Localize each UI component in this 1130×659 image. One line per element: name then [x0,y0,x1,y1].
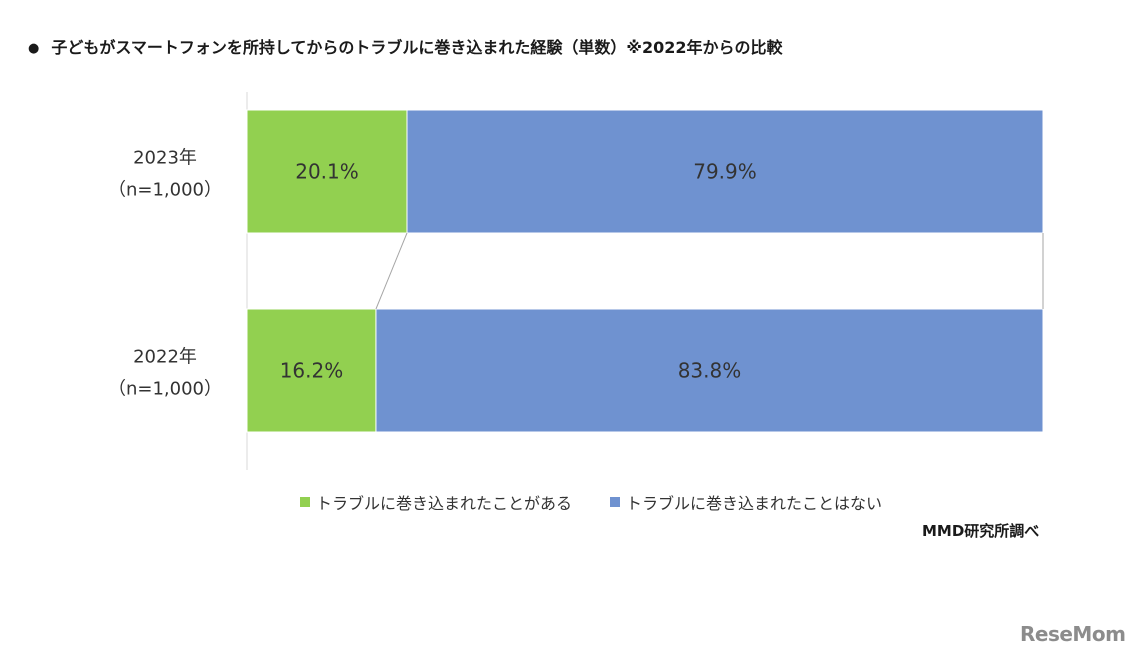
stacked-bar-chart: 20.1% 79.9% 2023年 （n=1,000） 16.2% 83.8% 2022年 （… [108,92,1044,470]
bar-2022-not-experienced [375,308,1044,433]
legend-swatch-experienced [300,497,310,507]
data-label-2022-experienced: 16.2% [280,359,344,383]
legend: トラブルに巻き込まれたことがある トラブルに巻き込まれたことはない [300,490,882,514]
data-label-2023-not-experienced: 79.9% [693,160,757,184]
source-credit: MMD研究所調べ [922,522,1040,540]
bar-2022-experienced [246,308,377,433]
title-bullet: ● [28,41,40,56]
series-connector-line [375,232,408,310]
legend-item-experienced: トラブルに巻き込まれたことがある [300,490,572,514]
legend-label-not-experienced: トラブルに巻き込まれたことはない [626,494,883,513]
category-label-2022: 2022年 [133,347,197,368]
title-text: 子どもがスマートフォンを所持してからのトラブルに巻き込まれた経験（単数）※202… [51,38,783,57]
chart-title: ● 子どもがスマートフォンを所持してからのトラブルに巻き込まれた経験（単数）※20… [28,34,782,58]
category-label-2023: 2023年 [133,148,197,169]
data-label-2022-not-experienced: 83.8% [678,359,742,383]
data-label-2023-experienced: 20.1% [295,160,359,184]
category-sublabel-2022: （n=1,000） [108,379,222,400]
bar-2023-experienced [246,109,408,234]
legend-item-not-experienced: トラブルに巻き込まれたことはない [610,490,882,514]
legend-label-experienced: トラブルに巻き込まれたことがある [316,494,573,513]
resemom-watermark: ReseMom [1020,622,1126,646]
bar-2023-not-experienced [406,109,1044,234]
legend-swatch-not-experienced [610,497,621,507]
category-sublabel-2023: （n=1,000） [108,180,222,201]
